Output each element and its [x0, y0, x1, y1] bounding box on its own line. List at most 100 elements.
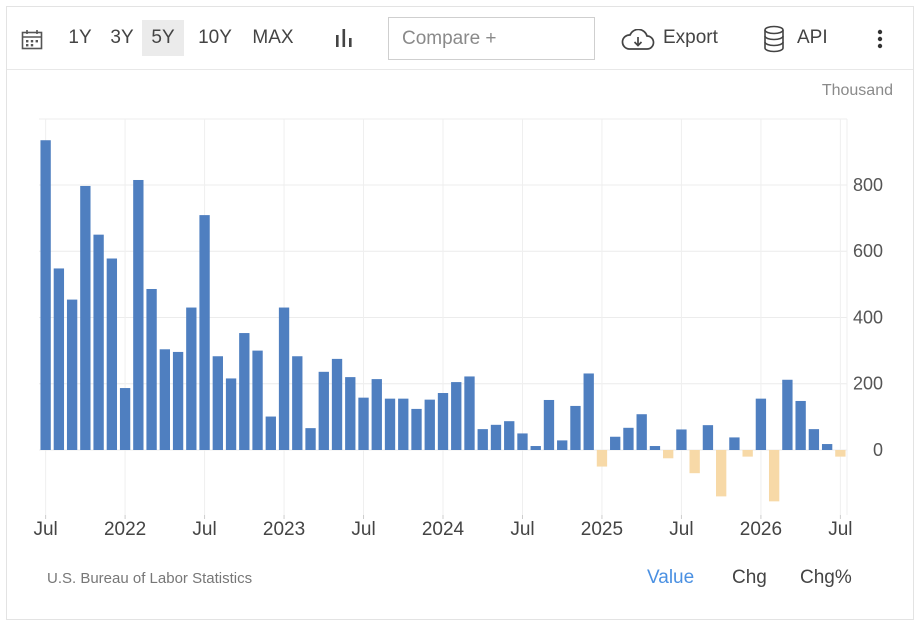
y-axis-ticks: 0 200 400 600 800 — [853, 175, 883, 460]
range-1y-button[interactable]: 1Y — [68, 27, 92, 48]
bar-35[interactable] — [504, 421, 515, 450]
bar-34[interactable] — [490, 424, 502, 450]
bar-40[interactable] — [570, 405, 581, 450]
x-tick-label: Jul — [828, 519, 852, 540]
bar-31[interactable] — [451, 382, 462, 450]
more-vertical-icon[interactable] — [877, 29, 883, 54]
bar-20[interactable] — [305, 428, 316, 450]
x-tick-label: Jul — [192, 519, 216, 540]
x-tick-label: Jul — [33, 519, 57, 540]
range-5y-button[interactable]: 5Y — [142, 20, 184, 56]
y-tick-label: 600 — [853, 241, 883, 261]
bar-45[interactable] — [636, 414, 647, 450]
bar-50[interactable] — [702, 425, 714, 450]
bar-6[interactable] — [119, 388, 131, 450]
bar-28[interactable] — [411, 408, 422, 450]
bar-48[interactable] — [676, 429, 687, 450]
bar-36[interactable] — [517, 433, 528, 450]
bar-13[interactable] — [212, 356, 223, 450]
bar-38[interactable] — [543, 399, 555, 450]
bar-60[interactable] — [835, 450, 846, 457]
bar-32[interactable] — [464, 376, 475, 450]
y-tick-label: 800 — [853, 175, 883, 195]
bar-54[interactable] — [755, 398, 767, 450]
export-button[interactable]: Export — [663, 27, 718, 48]
cloud-download-icon[interactable] — [621, 28, 655, 56]
bar-9[interactable] — [159, 349, 171, 450]
bar-51[interactable] — [715, 450, 727, 497]
bar-29[interactable] — [424, 399, 435, 450]
bar-53[interactable] — [742, 450, 753, 457]
bar-30[interactable] — [437, 393, 449, 450]
x-tick-label: 2024 — [422, 519, 465, 540]
source-label: U.S. Bureau of Labor Statistics — [47, 570, 253, 587]
bar-8[interactable] — [146, 288, 157, 450]
range-3y-button[interactable]: 3Y — [110, 27, 134, 48]
bar-56[interactable] — [782, 379, 793, 450]
bar-21[interactable] — [318, 371, 329, 450]
bar-11[interactable] — [186, 307, 197, 450]
y-tick-label: 400 — [853, 307, 883, 327]
x-tick-label: 2025 — [581, 519, 623, 540]
range-10y-button[interactable]: 10Y — [198, 27, 232, 48]
x-axis-ticks: Jul 2022 Jul 2023 Jul 2024 Jul 2025 Jul 2026 Jul — [33, 515, 853, 540]
bar-59[interactable] — [821, 444, 833, 450]
bar-22[interactable] — [331, 358, 343, 450]
bar-14[interactable] — [225, 378, 237, 450]
bar-5[interactable] — [106, 258, 118, 450]
chart-widget: 1Y 3Y 5Y 10Y MAX Compare + Export — [6, 6, 914, 620]
bar-25[interactable] — [371, 379, 382, 450]
bar-33[interactable] — [477, 429, 488, 450]
toolbar: 1Y 3Y 5Y 10Y MAX Compare + Export — [7, 7, 913, 70]
bar-46[interactable] — [649, 446, 661, 450]
bar-3[interactable] — [80, 185, 91, 450]
bar-16[interactable] — [252, 350, 263, 450]
bar-10[interactable] — [172, 351, 184, 450]
bar-44[interactable] — [623, 427, 634, 450]
bar-chart-icon[interactable] — [333, 27, 355, 54]
x-tick-label: Jul — [669, 519, 693, 540]
api-button[interactable]: API — [797, 27, 828, 48]
bar-26[interactable] — [384, 398, 396, 450]
bar-7[interactable] — [133, 179, 144, 451]
x-tick-label: 2026 — [740, 519, 782, 540]
bar-42[interactable] — [596, 450, 608, 467]
bar-55[interactable] — [768, 450, 780, 502]
compare-input[interactable]: Compare + — [388, 17, 595, 60]
bar-12[interactable] — [199, 215, 210, 450]
bar-17[interactable] — [265, 416, 276, 450]
bar-23[interactable] — [345, 377, 356, 450]
bar-19[interactable] — [292, 356, 303, 450]
bar-39[interactable] — [557, 440, 568, 450]
bar-27[interactable] — [398, 398, 409, 450]
bar-58[interactable] — [808, 429, 820, 450]
x-tick-label: Jul — [510, 519, 534, 540]
bar-1[interactable] — [53, 268, 65, 450]
bar-37[interactable] — [530, 446, 541, 450]
bar-2[interactable] — [66, 299, 78, 450]
calendar-icon[interactable] — [21, 29, 43, 56]
mode-chg-percent-button[interactable]: Chg% — [800, 567, 852, 588]
bar-18[interactable] — [278, 307, 290, 450]
database-icon[interactable] — [763, 25, 785, 58]
bar-15[interactable] — [239, 333, 250, 450]
bars — [40, 140, 846, 502]
bar-43[interactable] — [610, 436, 621, 450]
bar-49[interactable] — [689, 450, 700, 474]
range-max-button[interactable]: MAX — [252, 27, 294, 48]
bar-52[interactable] — [729, 437, 740, 450]
bar-41[interactable] — [583, 373, 594, 450]
x-tick-label: Jul — [351, 519, 375, 540]
compare-placeholder: Compare + — [402, 28, 497, 49]
bar-4[interactable] — [93, 234, 104, 450]
mode-value-button[interactable]: Value — [647, 567, 695, 588]
x-tick-label: 2023 — [263, 519, 305, 540]
bar-0[interactable] — [40, 140, 51, 450]
y-tick-label: 0 — [873, 440, 883, 460]
y-tick-label: 200 — [853, 374, 883, 394]
bar-57[interactable] — [795, 400, 806, 450]
bar-24[interactable] — [358, 397, 369, 450]
mode-chg-button[interactable]: Chg — [732, 567, 767, 588]
bar-47[interactable] — [663, 450, 674, 459]
unit-label: Thousand — [821, 82, 893, 99]
